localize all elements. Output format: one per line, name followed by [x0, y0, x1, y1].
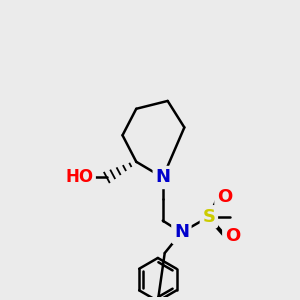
- Text: S: S: [202, 208, 215, 226]
- Text: N: N: [174, 224, 189, 242]
- Text: O: O: [225, 227, 240, 245]
- Text: O: O: [217, 188, 232, 206]
- Text: HO: HO: [65, 169, 93, 187]
- Text: N: N: [155, 169, 170, 187]
